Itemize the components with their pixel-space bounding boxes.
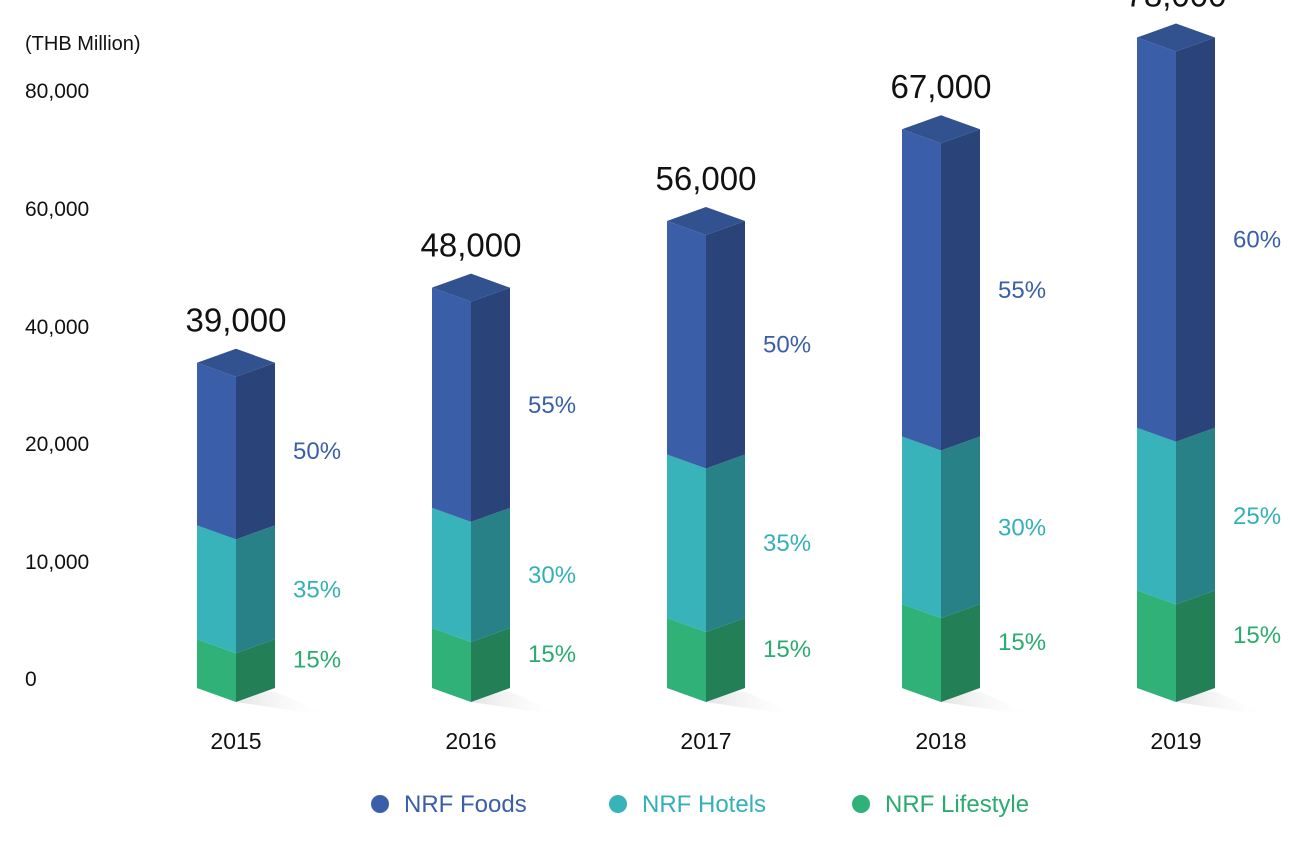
percent-label-nrf-hotels: 30% <box>998 514 1046 541</box>
bar-segment-nrf-foods <box>902 129 941 451</box>
legend-label: NRF Foods <box>404 791 527 818</box>
y-tick-label: 80,000 <box>25 80 89 103</box>
bar-segment-side <box>471 507 510 642</box>
bar-segment-nrf-foods <box>667 220 706 469</box>
percent-label-nrf-foods: 50% <box>763 332 811 359</box>
bar-segment-side <box>941 436 980 619</box>
bar-2016: 48,000 15% 30% 55% 2016 <box>421 227 577 754</box>
bar-segment-side <box>706 454 745 632</box>
legend-marker <box>371 795 389 813</box>
percent-label-nrf-foods: 55% <box>998 277 1046 304</box>
percent-label-nrf-foods: 50% <box>293 438 341 465</box>
bar-2017: 56,000 15% 35% 50% 2017 <box>656 160 812 754</box>
bar-segment-side <box>236 525 275 654</box>
bar-segment-side <box>706 220 745 469</box>
legend-label: NRF Lifestyle <box>885 791 1029 818</box>
y-tick-label: 20,000 <box>25 433 89 456</box>
total-value-label: 67,000 <box>891 68 992 105</box>
bar-2018: 67,000 15% 30% 55% 2018 <box>891 68 1047 754</box>
bar-segment-nrf-lifestyle <box>432 627 471 702</box>
y-tick-label: 10,000 <box>25 551 89 574</box>
bar-segment-side <box>236 639 275 702</box>
bar-top-cap <box>197 348 275 377</box>
legend-item-nrf-foods: NRF Foods <box>371 791 527 818</box>
bar-top-cap <box>1137 23 1215 52</box>
bar-segment-nrf-lifestyle <box>667 617 706 702</box>
bar-segment-nrf-lifestyle <box>197 639 236 702</box>
bar-segment-side <box>471 287 510 522</box>
y-tick-label: 0 <box>25 668 37 691</box>
percent-label-nrf-lifestyle: 15% <box>528 641 576 668</box>
total-value-label: 39,000 <box>186 302 287 339</box>
bar-segment-side <box>706 617 745 702</box>
percent-label-nrf-hotels: 30% <box>528 562 576 589</box>
bar-2015: 39,000 15% 35% 50% 2015 <box>186 302 342 754</box>
x-tick-label: 2015 <box>210 728 261 754</box>
bar-segment-nrf-foods <box>432 287 471 522</box>
bar-top-cap <box>667 206 745 235</box>
bar-2019: 78,000 15% 25% 60% 2019 <box>1126 0 1282 754</box>
bar-segment-side <box>236 362 275 540</box>
y-tick-label: 40,000 <box>25 316 89 339</box>
percent-label-nrf-hotels: 35% <box>293 576 341 603</box>
bar-segment-side <box>941 604 980 702</box>
bar-segment-nrf-hotels <box>667 454 706 632</box>
percent-label-nrf-lifestyle: 15% <box>763 636 811 663</box>
legend-label: NRF Hotels <box>642 791 766 818</box>
x-tick-label: 2017 <box>680 728 731 754</box>
bar-segment-nrf-lifestyle <box>902 604 941 702</box>
bar-segment-side <box>941 129 980 451</box>
total-value-label: 78,000 <box>1126 0 1227 13</box>
y-axis-unit-label: (THB Million) <box>25 33 141 55</box>
y-axis-ticks: 0 10,000 20,000 40,000 60,000 80,000 <box>25 80 89 691</box>
legend-item-nrf-lifestyle: NRF Lifestyle <box>852 791 1029 818</box>
bar-segment-nrf-foods <box>197 362 236 540</box>
percent-label-nrf-hotels: 35% <box>763 530 811 557</box>
legend-marker <box>852 795 870 813</box>
total-value-label: 56,000 <box>656 160 757 197</box>
bars: 39,000 15% 35% 50% 2015 48,000 15% 30% 55% 2016 56… <box>186 0 1282 754</box>
x-tick-label: 2018 <box>915 728 966 754</box>
bar-segment-nrf-hotels <box>197 525 236 654</box>
bar-top-cap <box>902 115 980 144</box>
percent-label-nrf-lifestyle: 15% <box>293 647 341 674</box>
bar-segment-nrf-hotels <box>1137 427 1176 605</box>
percent-label-nrf-foods: 55% <box>528 392 576 419</box>
y-tick-label: 60,000 <box>25 198 89 221</box>
bar-segment-side <box>471 627 510 702</box>
legend-item-nrf-hotels: NRF Hotels <box>609 791 766 818</box>
bar-segment-nrf-lifestyle <box>1137 590 1176 702</box>
bar-segment-side <box>1176 590 1215 702</box>
bar-segment-side <box>1176 427 1215 605</box>
bar-segment-nrf-hotels <box>432 507 471 642</box>
legend: NRF Foods NRF Hotels NRF Lifestyle <box>371 791 1029 818</box>
x-tick-label: 2019 <box>1150 728 1201 754</box>
bar-segment-nrf-hotels <box>902 436 941 619</box>
x-tick-label: 2016 <box>445 728 496 754</box>
legend-marker <box>609 795 627 813</box>
bar-segment-nrf-foods <box>1137 37 1176 442</box>
percent-label-nrf-foods: 60% <box>1233 227 1281 254</box>
percent-label-nrf-hotels: 25% <box>1233 503 1281 530</box>
percent-label-nrf-lifestyle: 15% <box>1233 622 1281 649</box>
bar-segment-side <box>1176 37 1215 442</box>
total-value-label: 48,000 <box>421 227 522 264</box>
percent-label-nrf-lifestyle: 15% <box>998 629 1046 656</box>
bar-top-cap <box>432 273 510 302</box>
